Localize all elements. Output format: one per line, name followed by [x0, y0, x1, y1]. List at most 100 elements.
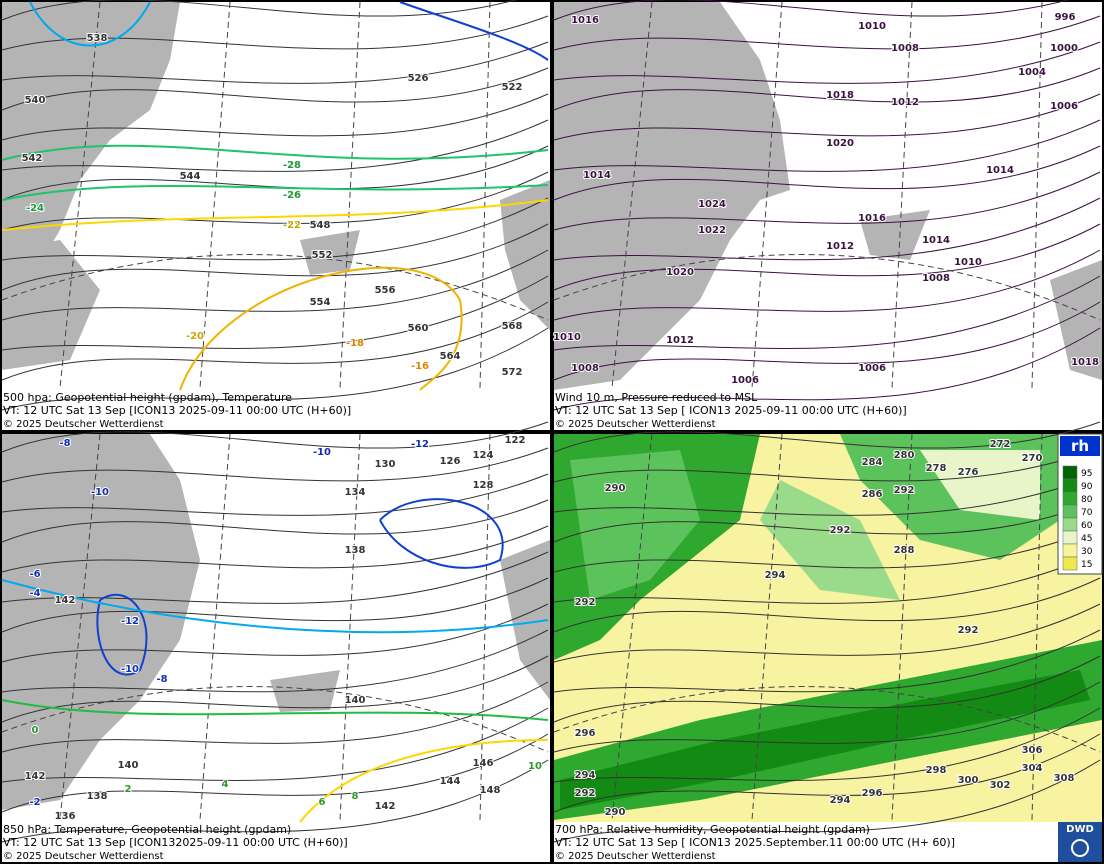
legend-swatch — [1062, 517, 1078, 532]
lat-lon-line — [479, 1, 491, 389]
contour-label: 568 — [502, 321, 523, 332]
contour-label: 1006 — [1050, 101, 1078, 112]
caption-line: 700 hPa: Relative humidity, Geopotential… — [555, 823, 870, 836]
contour-label: 1006 — [731, 375, 759, 386]
contour-line — [553, 301, 1101, 381]
lat-lon-line — [199, 433, 231, 821]
caption-bg — [2, 390, 550, 430]
caption-line: © 2025 Deutscher Wetterdienst — [555, 851, 716, 862]
contour-line — [1, 551, 549, 604]
contour-line — [1, 301, 549, 381]
contour-label: 1010 — [553, 332, 581, 343]
contour-line — [1, 681, 549, 753]
contour-label: 142 — [55, 595, 76, 606]
contour-label: -10 — [91, 487, 109, 498]
caption-line: © 2025 Deutscher Wetterdienst — [3, 419, 164, 430]
legend-label: 60 — [1081, 521, 1093, 531]
contour-line — [1, 171, 549, 231]
contour-label: 290 — [605, 483, 626, 494]
contour-line — [553, 499, 1101, 543]
contour-label: 572 — [502, 367, 523, 378]
contour-label: -28 — [283, 160, 301, 171]
contour-label: -22 — [283, 220, 301, 231]
contour-label: 1010 — [858, 21, 886, 32]
lat-lon-line — [1031, 1, 1043, 389]
contour-label: 996 — [1055, 12, 1076, 23]
contour-label: 292 — [958, 625, 979, 636]
contour-label: 142 — [25, 771, 46, 782]
lat-lon-line — [611, 1, 653, 389]
contour-label: 2 — [125, 784, 132, 795]
contour-label: -12 — [411, 439, 429, 450]
lat-lon-line — [1031, 433, 1043, 821]
caption-line: 500 hpa: Geopotential height (gpdam), Te… — [3, 391, 292, 404]
contour-label: -12 — [121, 616, 139, 627]
contour-line — [1, 119, 549, 172]
lat-lon-line — [59, 1, 101, 389]
contour-label: 270 — [1022, 453, 1043, 464]
contour-label: 1012 — [826, 241, 854, 252]
legend-label: 80 — [1081, 495, 1093, 505]
contour-label: 1020 — [826, 138, 854, 149]
contour-line — [553, 197, 1101, 261]
contour-label: 292 — [830, 525, 851, 536]
contour-label: 554 — [310, 297, 331, 308]
contour-line — [553, 473, 1101, 516]
contour-label: 538 — [87, 33, 108, 44]
legend-label: 15 — [1081, 560, 1092, 570]
temperature-line — [96, 593, 148, 676]
contour-line — [553, 41, 1101, 84]
contour-label: 1022 — [698, 225, 726, 236]
contour-label: 302 — [990, 780, 1011, 791]
legend-label: 70 — [1081, 508, 1093, 518]
contour-label: 140 — [118, 760, 139, 771]
contour-line — [553, 525, 1101, 573]
caption-line: VT: 12 UTC Sat 13 Sep [ICON132025-09-11 … — [3, 836, 348, 849]
legend-label: 95 — [1081, 469, 1092, 479]
contour-label: 6 — [319, 797, 326, 808]
contour-line — [553, 655, 1101, 723]
legend-swatch — [1062, 556, 1078, 571]
caption-line: © 2025 Deutscher Wetterdienst — [555, 419, 716, 430]
contour-label: 544 — [180, 171, 201, 182]
contour-line — [553, 421, 1101, 453]
temperature-line — [299, 739, 549, 823]
lat-lon-line — [339, 1, 361, 389]
contour-line — [553, 681, 1101, 753]
contour-label: 1008 — [891, 43, 919, 54]
caption-line: Wind 10 m, Pressure reduced to MSL — [555, 391, 758, 404]
contour-label: 1000 — [1050, 43, 1078, 54]
contour-label: 1012 — [891, 97, 919, 108]
contour-line — [1, 759, 549, 843]
contour-line — [553, 551, 1101, 604]
contour-label: 140 — [345, 695, 366, 706]
logo: DWD — [1066, 824, 1094, 835]
legend-title: rh — [1071, 437, 1089, 455]
contour-line — [553, 327, 1101, 411]
contour-line — [1, 145, 549, 201]
contour-label: 564 — [440, 351, 461, 362]
contour-line — [1, 67, 549, 111]
contour-label: 1012 — [666, 335, 694, 346]
contour-label: 0 — [32, 725, 39, 736]
contour-label: -20 — [186, 331, 204, 342]
contour-label: 142 — [375, 801, 396, 812]
contour-label: -6 — [29, 569, 40, 580]
contour-label: 1024 — [698, 199, 726, 210]
contour-line — [1, 41, 549, 84]
legend-swatch — [1062, 478, 1078, 493]
contour-label: 296 — [862, 788, 883, 799]
contour-label: 272 — [990, 439, 1011, 450]
contour-label: 1004 — [1018, 67, 1046, 78]
contour-line — [553, 733, 1101, 813]
logo-swirl — [1071, 839, 1089, 857]
contour-label: 130 — [375, 459, 396, 470]
contour-line — [553, 603, 1101, 663]
contour-label: 280 — [894, 450, 915, 461]
lat-lon-line — [891, 1, 913, 389]
temperature-line — [179, 266, 463, 391]
contour-label: 146 — [473, 758, 494, 769]
contour-line — [1, 249, 549, 321]
contour-line — [553, 447, 1101, 483]
